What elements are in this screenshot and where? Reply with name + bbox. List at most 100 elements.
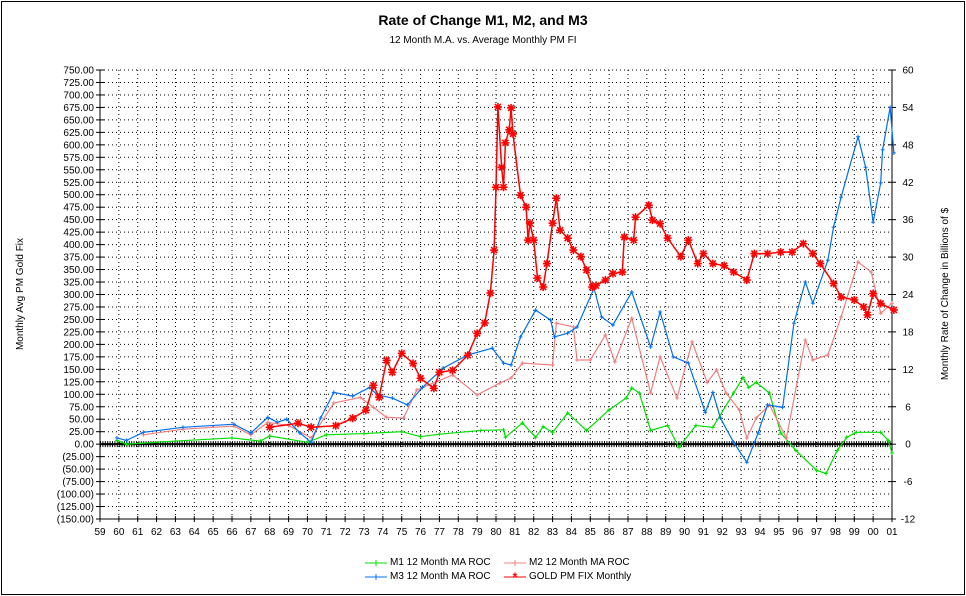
data-point-star: [656, 219, 665, 228]
star-stroke: [294, 419, 302, 427]
y-left-tick-label: 425.00: [63, 228, 94, 239]
series-line: [143, 261, 893, 440]
y-left-tick-label: 125.00: [63, 377, 94, 388]
data-point-plus: [265, 415, 270, 420]
star-stroke: [543, 260, 551, 268]
x-tick-label: 69: [283, 527, 295, 538]
data-point-plus: [141, 430, 146, 435]
data-point-star: [799, 239, 808, 248]
star-stroke: [869, 289, 877, 298]
data-point-plus: [824, 471, 828, 476]
star-stroke: [507, 104, 515, 112]
series-line: [116, 107, 895, 464]
x-tick-label: 98: [830, 527, 842, 538]
y-left-tick-label: 150.00: [63, 365, 94, 376]
data-point-star: [750, 249, 759, 258]
star-stroke: [417, 374, 425, 382]
star-stroke: [332, 422, 340, 430]
star-stroke: [569, 246, 577, 254]
star-stroke: [530, 236, 538, 244]
data-point-plus: [610, 323, 615, 328]
y-left-tick-label: 75.00: [69, 402, 94, 413]
y-axis-left-label: Monthly Avg PM Gold Fix: [15, 238, 26, 350]
data-point-star: [629, 236, 638, 245]
x-tick-label: 64: [189, 527, 201, 538]
x-tick-label: 78: [453, 527, 465, 538]
data-point-plus: [778, 430, 783, 435]
series-gold-pm-fix-monthly: [265, 102, 898, 432]
y-left-tick-label: 350.00: [63, 265, 94, 276]
data-point-star: [763, 249, 772, 258]
star-stroke: [656, 220, 664, 228]
star-stroke: [509, 130, 517, 138]
data-point-plus: [767, 391, 772, 396]
data-point-star: [516, 191, 525, 200]
data-point-plus: [835, 448, 840, 453]
star-stroke: [549, 219, 557, 227]
data-point-plus: [744, 460, 749, 465]
data-point-plus: [888, 105, 893, 110]
star-stroke: [501, 139, 509, 147]
data-point-plus: [637, 391, 642, 396]
data-point-plus: [648, 391, 653, 396]
data-point-star: [529, 236, 538, 245]
x-tick-label: 61: [132, 527, 144, 538]
star-stroke: [630, 236, 638, 244]
data-point-plus: [575, 357, 580, 362]
y-right-tick-label: 24: [902, 290, 914, 301]
data-point-plus: [686, 361, 691, 366]
x-tick-label: 95: [773, 527, 785, 538]
star-stroke: [388, 368, 396, 376]
data-point-plus: [114, 435, 119, 440]
data-point-star: [591, 281, 600, 290]
x-tick-label: 99: [849, 527, 861, 538]
data-point-plus: [878, 311, 883, 316]
star-stroke: [430, 384, 438, 392]
y-left-tick-label: (150.00): [57, 515, 94, 526]
data-point-plus: [509, 376, 514, 381]
star-stroke: [383, 356, 391, 364]
star-stroke: [533, 274, 542, 282]
data-point-plus: [399, 429, 404, 434]
x-tick-label: 85: [585, 527, 597, 538]
y-left-tick-label: 300.00: [63, 290, 94, 301]
legend-label-m1: M1 12 Month MA ROC: [390, 557, 491, 568]
data-point-plus: [825, 258, 830, 263]
star-stroke: [449, 366, 457, 374]
y-right-tick-label: 42: [902, 178, 914, 189]
x-tick-label: 87: [622, 527, 634, 538]
star-stroke: [362, 406, 370, 414]
data-point-star: [648, 216, 657, 225]
y-left-tick-label: 225.00: [63, 327, 94, 338]
data-point-plus: [784, 435, 789, 440]
data-point-plus: [890, 450, 894, 455]
data-point-plus: [891, 150, 896, 155]
y-left-tick-label: 250.00: [63, 315, 94, 326]
star-stroke: [505, 126, 513, 134]
legend-swatch-m1: [365, 560, 387, 566]
y-left-tick-label: 0.00: [75, 440, 95, 451]
data-point-star: [533, 274, 542, 283]
x-tick-label: 84: [566, 527, 578, 538]
data-point-star: [382, 356, 391, 365]
star-stroke: [788, 248, 796, 256]
y-right-tick-label: 18: [902, 327, 914, 338]
x-tick-label: 67: [245, 527, 257, 538]
data-point-star: [708, 259, 717, 268]
y-left-tick-label: 25.00: [69, 427, 94, 438]
x-tick-label: 73: [358, 527, 370, 538]
data-point-star: [508, 129, 517, 138]
data-point-plus: [230, 435, 234, 440]
data-point-plus: [418, 434, 423, 439]
data-point-plus: [710, 425, 715, 430]
star-stroke: [777, 248, 785, 256]
legend-label-m2: M2 12 Month MA ROC: [529, 557, 630, 568]
data-point-star: [525, 219, 534, 228]
data-point-plus: [575, 324, 580, 329]
data-point-plus: [854, 430, 859, 435]
star-stroke: [750, 250, 758, 258]
star-stroke: [473, 329, 481, 337]
star-stroke: [435, 368, 443, 376]
